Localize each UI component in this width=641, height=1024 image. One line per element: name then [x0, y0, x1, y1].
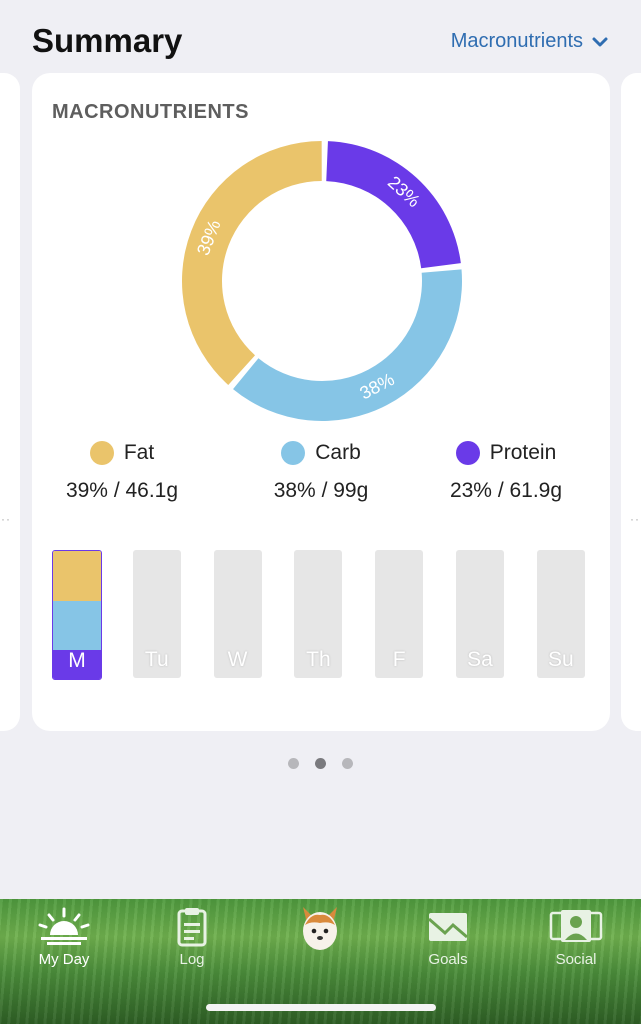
- page-dot[interactable]: [315, 758, 326, 769]
- page-dot[interactable]: [288, 758, 299, 769]
- tab-label: Goals: [428, 951, 468, 968]
- legend-fat: Fat 39% / 46.1g: [32, 441, 212, 503]
- home-indicator[interactable]: [206, 1004, 436, 1011]
- day-label: Sa: [467, 648, 493, 671]
- legend-carb-value: 38% / 99g: [273, 479, 369, 502]
- fat-color-dot: [89, 441, 114, 465]
- card-title: MACRONUTRIENTS: [52, 101, 249, 123]
- donut-slice-carb: [233, 269, 462, 421]
- donut-slice-protein: [326, 141, 461, 269]
- dropdown-label: Macronutrients: [450, 30, 583, 52]
- bar-segment-fat: [53, 551, 101, 601]
- day-label: Tu: [144, 648, 169, 671]
- macronutrients-card: MACRONUTRIENTS 23% 38% 39% Fat 39% / 46.1g…: [32, 73, 610, 731]
- weekly-bars: M Tu W Th F Sa Su: [52, 550, 592, 680]
- tab-bar: My Day Log Goals Social: [0, 899, 641, 1024]
- macronutrient-donut-chart: 23%38%39%: [182, 141, 462, 421]
- previous-card[interactable]: [0, 73, 20, 731]
- legend-protein-value: 23% / 61.9g: [449, 479, 563, 502]
- legend-carb-label: Carb: [315, 441, 361, 464]
- day-bar-th[interactable]: Th: [294, 550, 343, 678]
- header: Summary Macronutrients: [0, 0, 641, 80]
- legend-fat-value: 39% / 46.1g: [65, 479, 179, 502]
- tab-home-mascot[interactable]: [270, 901, 370, 959]
- legend-protein: Protein 23% / 61.9g: [416, 441, 596, 503]
- page-title: Summary: [32, 22, 183, 59]
- tab-label: My Day: [38, 951, 90, 968]
- day-label: W: [227, 648, 248, 671]
- day-label: Th: [306, 648, 331, 671]
- day-bar-sa[interactable]: Sa: [456, 550, 504, 678]
- page-indicator[interactable]: [0, 758, 641, 769]
- drag-handle-left-icon: ··: [1, 512, 11, 526]
- legend-carb: Carb 38% / 99g: [231, 441, 411, 503]
- day-label: M: [68, 649, 86, 672]
- clipboard-icon: [177, 908, 207, 947]
- page-dot[interactable]: [342, 758, 353, 769]
- tab-my-day[interactable]: My Day: [14, 907, 114, 968]
- day-bar-tu[interactable]: Tu: [132, 550, 181, 678]
- dog-mascot-icon: [303, 907, 337, 950]
- bar-segment-carb: [53, 601, 101, 650]
- day-label: F: [392, 648, 406, 671]
- carb-color-dot: [281, 441, 306, 465]
- donut-slice-fat: [182, 141, 322, 385]
- tab-goals[interactable]: Goals: [398, 907, 498, 968]
- people-icon: [549, 910, 603, 942]
- macronutrients-dropdown[interactable]: Macronutrients: [451, 30, 609, 53]
- tab-label: Social: [555, 951, 597, 968]
- chevron-down-icon: [592, 37, 608, 46]
- tab-log[interactable]: Log: [142, 907, 242, 968]
- bar-segment-protein: [53, 650, 101, 679]
- day-bar-m[interactable]: M: [52, 550, 102, 680]
- drag-handle-right-icon: ··: [630, 512, 640, 526]
- day-label: Su: [547, 648, 574, 671]
- day-bar-w[interactable]: W: [213, 550, 262, 678]
- day-bar-su[interactable]: Su: [536, 550, 585, 678]
- tab-label: Log: [179, 951, 205, 968]
- legend-fat-label: Fat: [123, 441, 155, 464]
- day-bar-f[interactable]: F: [375, 550, 424, 678]
- chart-mountain-icon: [428, 913, 468, 941]
- protein-color-dot: [455, 441, 480, 465]
- tab-social[interactable]: Social: [526, 907, 626, 968]
- next-card[interactable]: [621, 73, 641, 731]
- legend-protein-label: Protein: [489, 441, 557, 464]
- sunrise-icon: [38, 907, 90, 945]
